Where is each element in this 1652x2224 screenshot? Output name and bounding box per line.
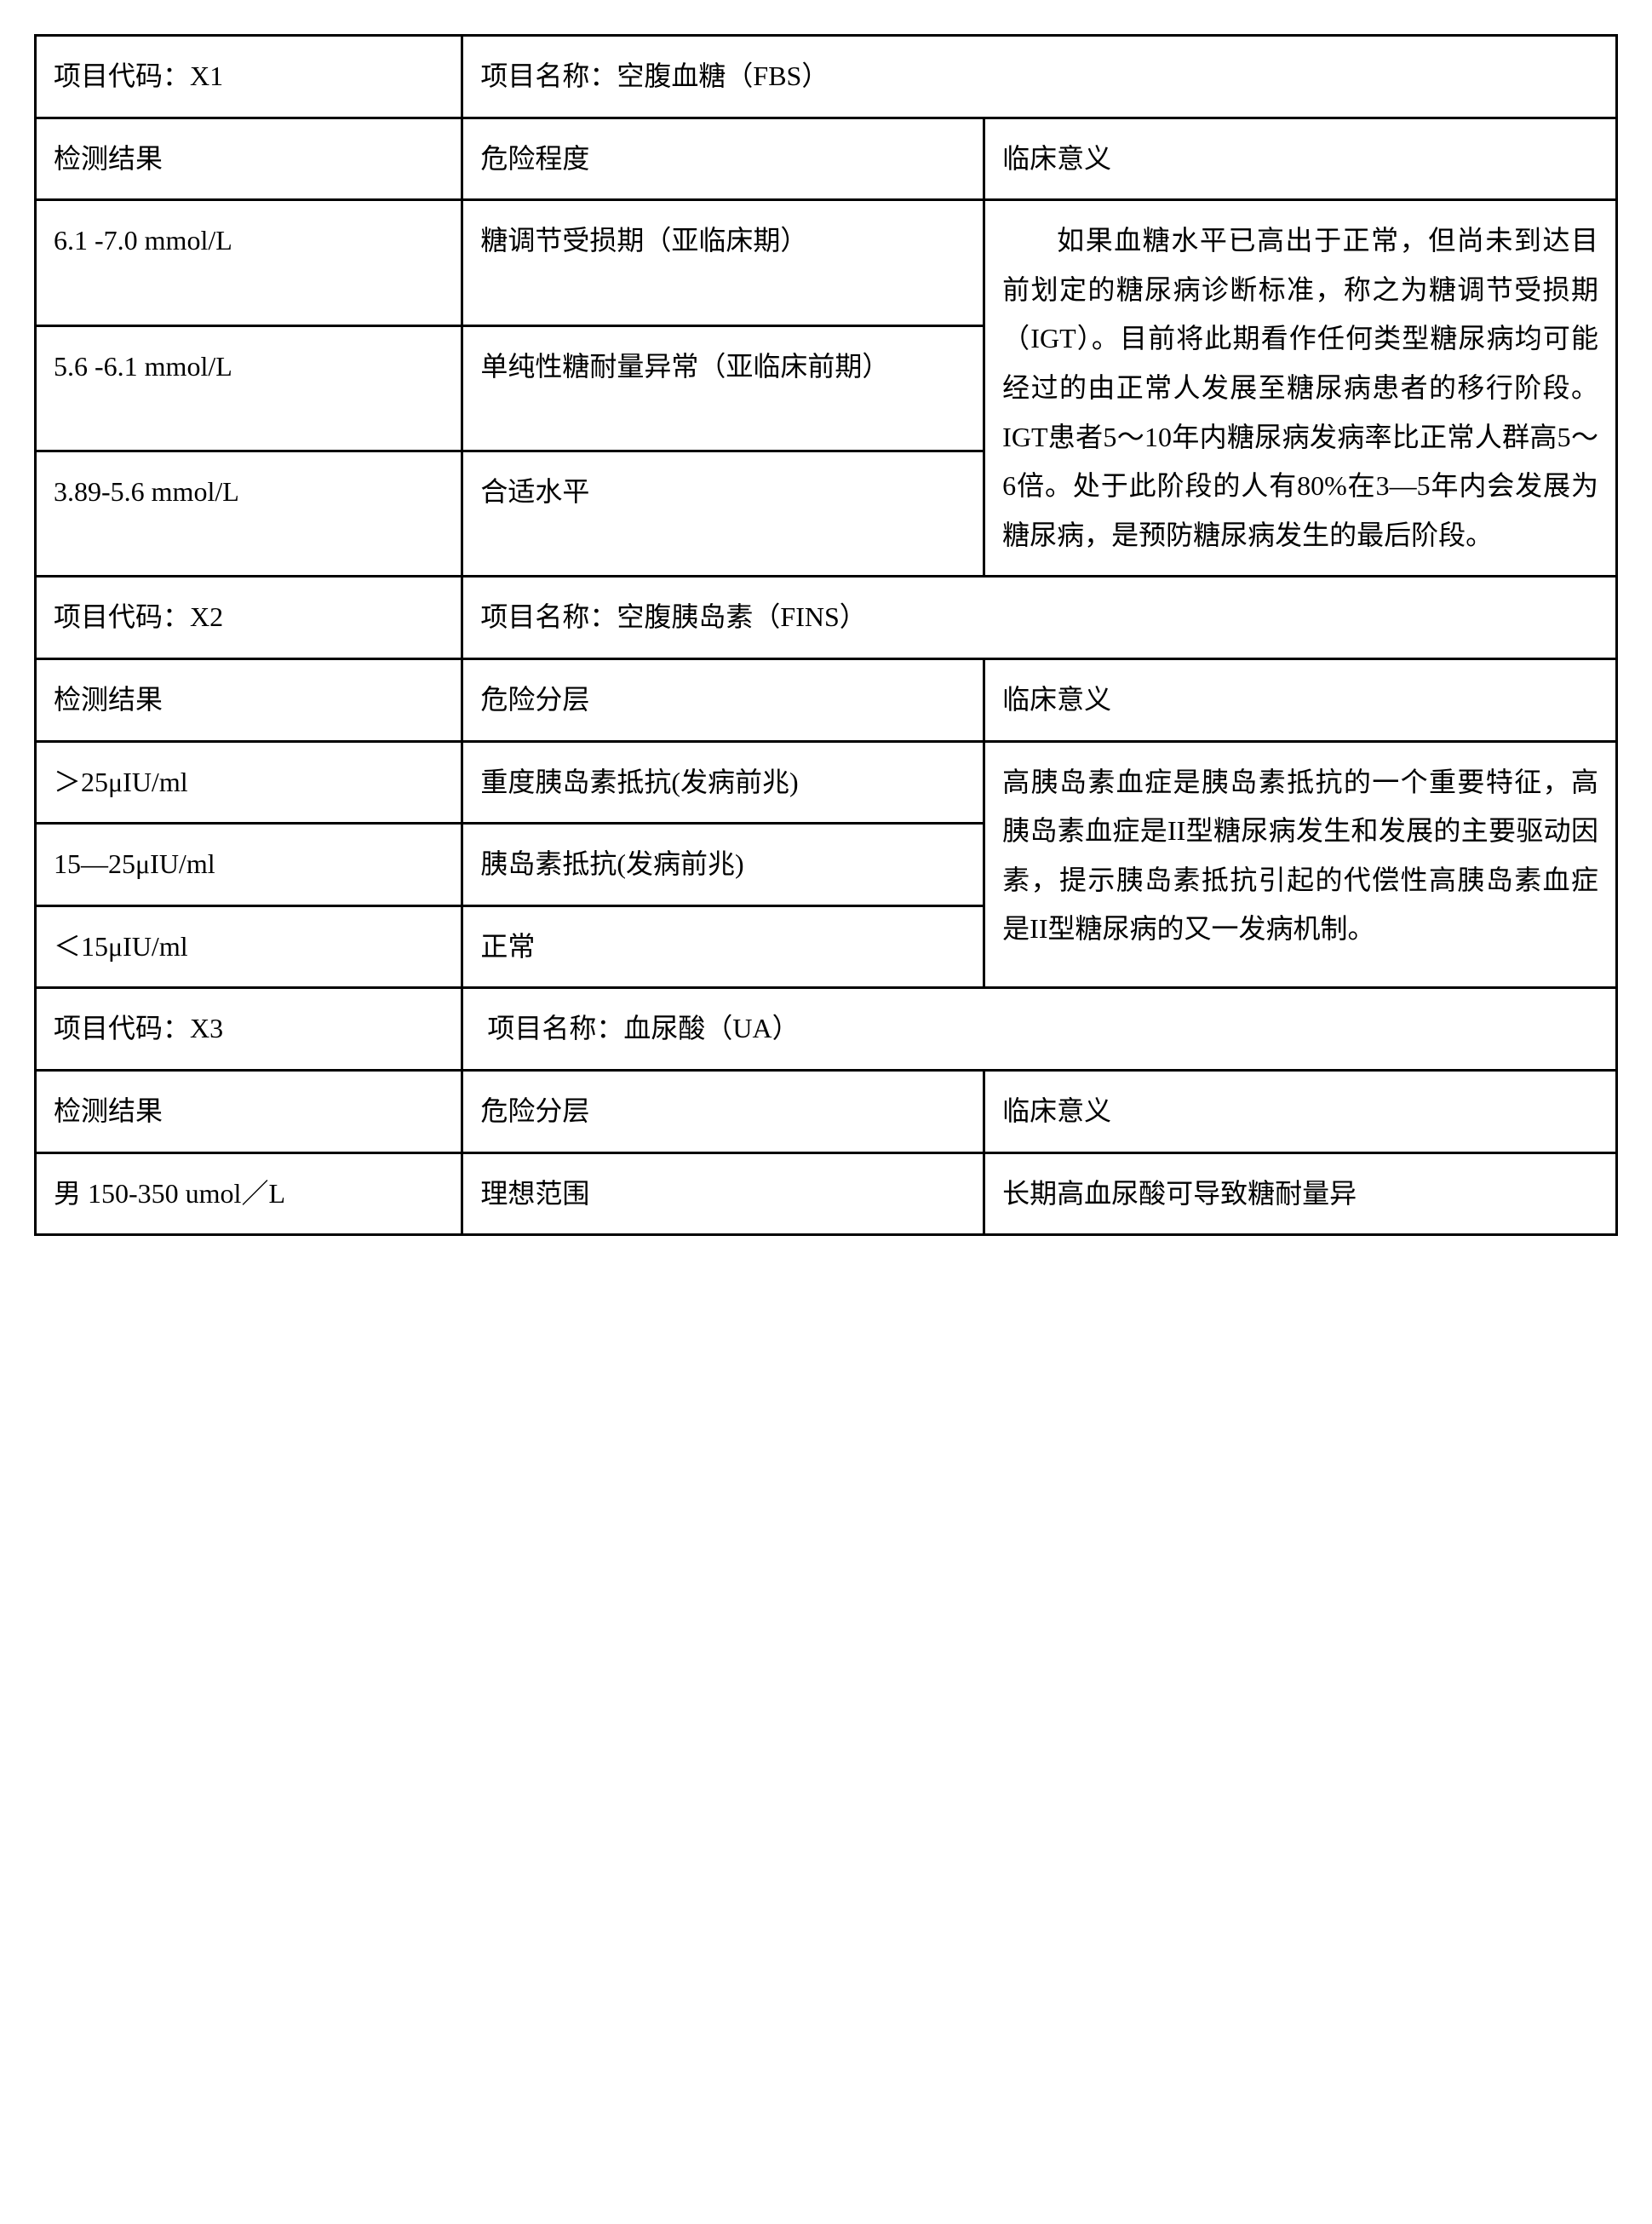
header-risk: 危险分层 [462, 1070, 984, 1152]
header-risk: 危险程度 [462, 118, 984, 200]
section2-name-cell: 项目名称：空腹胰岛素（FINS） [462, 577, 1617, 659]
section3-row-0: 男 150-350 umol／L 理想范围 长期高血尿酸可导致糖耐量异 [36, 1152, 1617, 1235]
risk-cell: 正常 [462, 905, 984, 988]
header-result: 检测结果 [36, 658, 462, 741]
meaning-text: 如果血糖水平已高出于正常，但尚未到达目前划定的糖尿病诊断标准，称之为糖调节受损期… [1002, 216, 1598, 560]
section3-name-cell: 项目名称：血尿酸（UA） [462, 988, 1617, 1071]
section2-meaning-cell: 高胰岛素血症是胰岛素抵抗的一个重要特征，高胰岛素血症是II型糖尿病发生和发展的主… [984, 741, 1617, 988]
result-cell: 6.1 -7.0 mmol/L [36, 200, 462, 325]
risk-cell: 单纯性糖耐量异常（亚临床前期） [462, 325, 984, 451]
code-label: 项目代码： [54, 60, 190, 91]
code-value: X3 [190, 1013, 223, 1043]
risk-cell: 糖调节受损期（亚临床期） [462, 200, 984, 325]
name-value: 空腹血糖（FBS） [617, 60, 829, 91]
header-result: 检测结果 [36, 118, 462, 200]
result-cell: 3.89-5.6 mmol/L [36, 451, 462, 576]
section3-header-row: 检测结果 危险分层 临床意义 [36, 1070, 1617, 1152]
name-label: 项目名称： [480, 60, 617, 91]
medical-reference-table: 项目代码：X1 项目名称：空腹血糖（FBS） 检测结果 危险程度 临床意义 6.… [34, 34, 1618, 1236]
section2-header-row: 检测结果 危险分层 临床意义 [36, 658, 1617, 741]
header-risk: 危险分层 [462, 658, 984, 741]
name-value: 血尿酸（UA） [623, 1013, 799, 1043]
section1-row-0: 6.1 -7.0 mmol/L 糖调节受损期（亚临床期） 如果血糖水平已高出于正… [36, 200, 1617, 325]
section3-title-row: 项目代码：X3 项目名称：血尿酸（UA） [36, 988, 1617, 1071]
risk-cell: 胰岛素抵抗(发病前兆) [462, 824, 984, 906]
section1-name-cell: 项目名称：空腹血糖（FBS） [462, 36, 1617, 118]
result-cell: ＜15μIU/ml [36, 905, 462, 988]
result-cell: 5.6 -6.1 mmol/L [36, 325, 462, 451]
header-meaning: 临床意义 [984, 658, 1617, 741]
section3-meaning-cell: 长期高血尿酸可导致糖耐量异 [984, 1152, 1617, 1235]
header-meaning: 临床意义 [984, 118, 1617, 200]
code-value: X1 [190, 60, 223, 91]
risk-cell: 重度胰岛素抵抗(发病前兆) [462, 741, 984, 824]
section1-title-row: 项目代码：X1 项目名称：空腹血糖（FBS） [36, 36, 1617, 118]
section1-code-cell: 项目代码：X1 [36, 36, 462, 118]
name-label: 项目名称： [480, 601, 617, 632]
code-value: X2 [190, 601, 223, 632]
code-label: 项目代码： [54, 1013, 190, 1043]
section2-row-0: ＞25μIU/ml 重度胰岛素抵抗(发病前兆) 高胰岛素血症是胰岛素抵抗的一个重… [36, 741, 1617, 824]
section1-header-row: 检测结果 危险程度 临床意义 [36, 118, 1617, 200]
code-label: 项目代码： [54, 601, 190, 632]
result-cell: 男 150-350 umol／L [36, 1152, 462, 1235]
section2-title-row: 项目代码：X2 项目名称：空腹胰岛素（FINS） [36, 577, 1617, 659]
section1-meaning-cell: 如果血糖水平已高出于正常，但尚未到达目前划定的糖尿病诊断标准，称之为糖调节受损期… [984, 200, 1617, 577]
header-result: 检测结果 [36, 1070, 462, 1152]
header-meaning: 临床意义 [984, 1070, 1617, 1152]
section3-code-cell: 项目代码：X3 [36, 988, 462, 1071]
risk-cell: 理想范围 [462, 1152, 984, 1235]
risk-cell: 合适水平 [462, 451, 984, 576]
section2-code-cell: 项目代码：X2 [36, 577, 462, 659]
name-label: 项目名称： [487, 1013, 623, 1043]
result-cell: 15—25μIU/ml [36, 824, 462, 906]
result-cell: ＞25μIU/ml [36, 741, 462, 824]
meaning-text: 高胰岛素血症是胰岛素抵抗的一个重要特征，高胰岛素血症是II型糖尿病发生和发展的主… [1002, 758, 1598, 954]
name-value: 空腹胰岛素（FINS） [617, 601, 866, 632]
